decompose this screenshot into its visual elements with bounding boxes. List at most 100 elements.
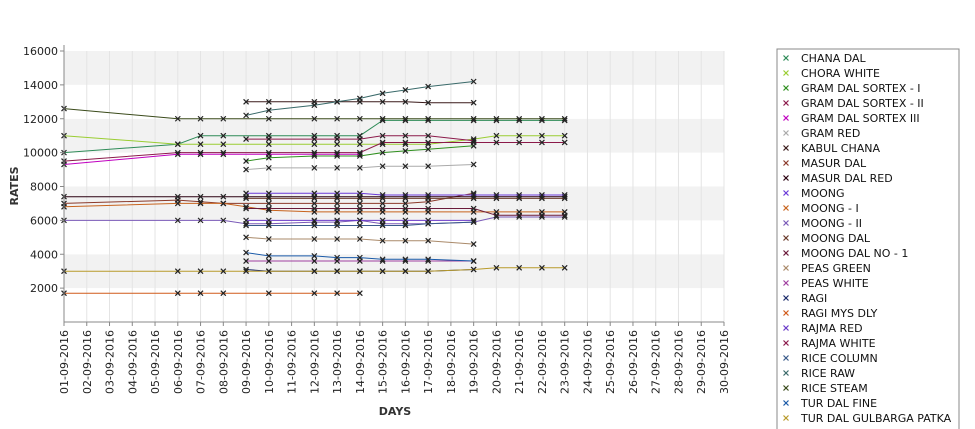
data-point [561, 212, 568, 219]
data-point [243, 166, 249, 173]
data-point [220, 141, 227, 148]
data-point [311, 236, 318, 242]
data-point [334, 254, 341, 261]
data-point [356, 190, 363, 197]
data-point [379, 195, 386, 202]
legend-marker [783, 55, 789, 61]
legend-label: PEAS WHITE [801, 277, 869, 290]
x-tick-label: 26-09-2016 [627, 330, 640, 394]
legend-label: GRAM DAL SORTEX III [801, 112, 920, 125]
data-point [539, 264, 545, 271]
data-point [220, 132, 227, 139]
legend-marker [783, 145, 789, 151]
legend-marker [783, 280, 789, 286]
x-tick-label: 28-09-2016 [672, 330, 685, 394]
data-point [402, 237, 409, 244]
data-point [356, 254, 363, 261]
data-point [356, 205, 363, 212]
x-tick-label: 14-09-2016 [354, 330, 367, 394]
legend-label: RAGI [801, 292, 827, 305]
data-point [470, 195, 477, 202]
data-point [311, 205, 318, 212]
data-point [334, 200, 341, 207]
x-tick-label: 13-09-2016 [331, 330, 344, 394]
data-point [265, 236, 272, 242]
data-point [265, 136, 272, 142]
data-point [356, 164, 363, 171]
data-point [516, 264, 523, 271]
plot-background [63, 51, 725, 322]
x-tick-label: 04-09-2016 [126, 330, 139, 394]
data-point [174, 268, 181, 275]
data-point [197, 268, 204, 275]
data-point [243, 234, 249, 241]
x-tick-label: 11-09-2016 [286, 330, 299, 394]
data-point [311, 190, 318, 197]
legend-label: CHANA DAL [801, 52, 867, 65]
x-tick-label: 02-09-2016 [81, 330, 94, 394]
grid-band [64, 51, 724, 85]
series-21 [243, 78, 477, 119]
data-point [197, 115, 204, 122]
data-point [265, 253, 272, 259]
data-point [379, 115, 386, 122]
x-tick-label: 17-09-2016 [422, 330, 435, 394]
legend-marker [783, 325, 789, 331]
data-point [265, 141, 272, 148]
data-point [516, 115, 523, 122]
data-point [561, 115, 568, 122]
data-point [402, 163, 409, 170]
data-point [311, 217, 318, 224]
data-point [402, 98, 409, 105]
legend-label: TUR DAL FINE [800, 397, 877, 410]
legend-label: MOONG DAL [801, 232, 871, 245]
data-point [379, 217, 386, 224]
data-point [265, 98, 272, 105]
data-point [265, 290, 272, 297]
data-point [174, 193, 181, 200]
data-point [311, 258, 318, 264]
x-tick-label: 16-09-2016 [399, 330, 412, 394]
legend-label: RAJMA WHITE [801, 337, 876, 350]
series-19 [243, 132, 477, 144]
data-point [516, 139, 523, 146]
data-point [379, 132, 386, 139]
data-point [425, 205, 432, 212]
legend-label: MASUR DAL RED [801, 172, 893, 185]
x-axis-title: DAYS [379, 405, 412, 418]
series-line [63, 142, 565, 162]
data-point [402, 256, 409, 263]
data-point [379, 237, 386, 244]
x-tick-label: 05-09-2016 [149, 330, 162, 394]
data-point [425, 268, 432, 275]
legend-marker [783, 175, 789, 181]
data-point [516, 132, 523, 139]
data-point [334, 98, 341, 105]
data-point [311, 141, 318, 148]
y-tick-label: 2000 [30, 282, 58, 295]
data-point [493, 195, 500, 202]
legend-label: MOONG DAL NO - 1 [801, 247, 908, 260]
data-point [311, 222, 318, 229]
legend-label: GRAM DAL SORTEX - II [801, 97, 924, 110]
y-axis-title: RATES [8, 166, 21, 205]
data-point [243, 190, 249, 197]
data-point [379, 222, 386, 229]
data-point [379, 98, 386, 105]
data-point [311, 290, 318, 297]
legend-label: RAGI MYS DLY [801, 307, 878, 320]
data-point [356, 115, 363, 122]
data-point [402, 268, 409, 275]
series-24 [61, 264, 568, 275]
data-point [220, 290, 227, 297]
data-point [265, 107, 272, 114]
data-point [425, 139, 432, 146]
y-axis-ticks: 2000 4000 6000 8000 10000 12000 14000 16000 [23, 45, 64, 295]
data-point [197, 217, 204, 224]
legend-label: TUR DAL GULBARGA PATKA [800, 412, 952, 425]
legend-label: MASUR DAL [801, 157, 867, 170]
y-tick-label: 4000 [30, 248, 58, 261]
x-tick-label: 22-09-2016 [536, 330, 549, 394]
data-point [265, 258, 272, 264]
legend-marker [783, 205, 789, 211]
